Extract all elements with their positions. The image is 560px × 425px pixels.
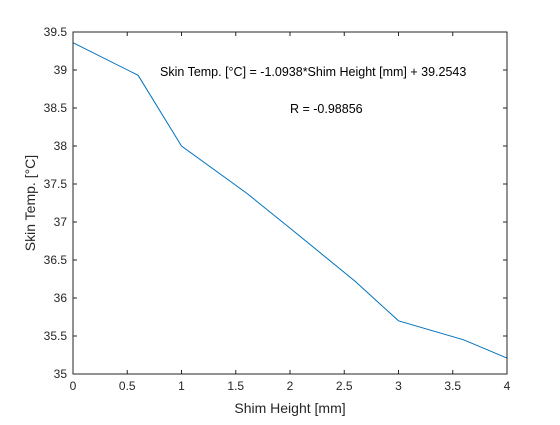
y-tick-label: 38.5	[44, 101, 68, 115]
annotation-r-value: R = -0.98856	[290, 102, 363, 116]
y-tick-label: 35.5	[44, 329, 68, 343]
x-tick-label: 2	[287, 379, 294, 393]
x-tick-label: 1	[178, 379, 185, 393]
annotation-equation: Skin Temp. [°C] = -1.0938*Shim Height [m…	[160, 65, 466, 79]
y-axis-label: Skin Temp. [°C]	[22, 155, 38, 251]
x-tick-label: 3	[395, 379, 402, 393]
y-tick-label: 36	[54, 291, 68, 305]
plot-area	[73, 32, 507, 374]
x-tick-label: 1.5	[227, 379, 244, 393]
y-tick-label: 37.5	[44, 177, 68, 191]
x-tick-label: 0	[70, 379, 77, 393]
x-axis-label: Shim Height [mm]	[234, 400, 345, 416]
y-tick-label: 37	[54, 215, 68, 229]
x-tick-label: 3.5	[444, 379, 461, 393]
y-tick-label: 39.5	[44, 25, 68, 39]
y-tick-label: 39	[54, 63, 68, 77]
x-tick-label: 0.5	[119, 379, 136, 393]
y-tick-label: 38	[54, 139, 68, 153]
y-tick-label: 36.5	[44, 253, 68, 267]
x-tick-label: 4	[504, 379, 511, 393]
x-tick-label: 2.5	[336, 379, 353, 393]
y-tick-label: 35	[54, 367, 68, 381]
